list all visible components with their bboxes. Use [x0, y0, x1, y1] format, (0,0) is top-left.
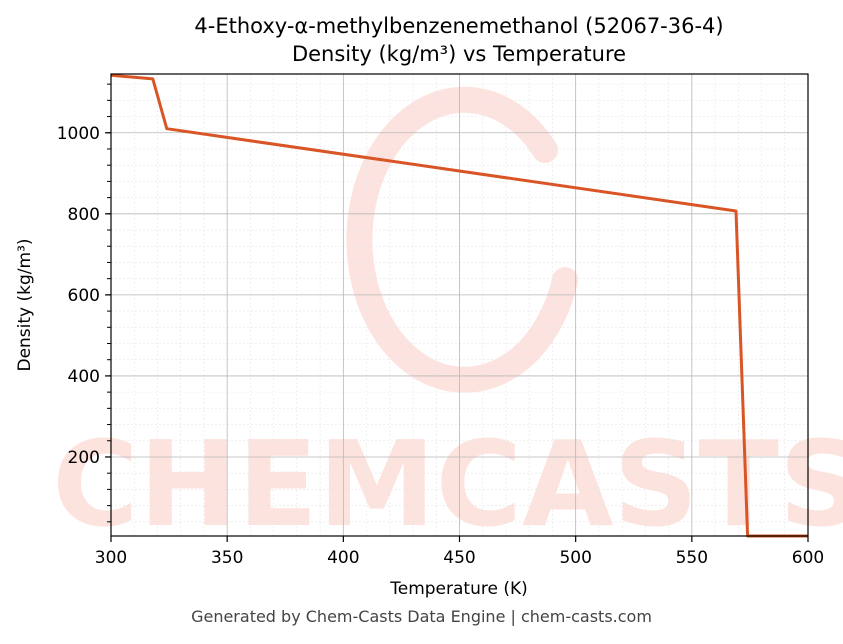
x-tick-label: 400: [327, 548, 359, 568]
x-tick-label: 450: [443, 548, 475, 568]
x-axis: 300 350 400 450 500 550 600: [95, 536, 824, 568]
x-tick-label: 300: [95, 548, 127, 568]
chart-subtitle: Density (kg/m³) vs Temperature: [292, 42, 626, 66]
y-axis-label: Density (kg/m³): [15, 238, 35, 371]
y-tick-label: 800: [68, 205, 100, 225]
x-tick-label: 500: [559, 548, 591, 568]
y-tick-label: 400: [68, 367, 100, 387]
footer-credit: Generated by Chem-Casts Data Engine | ch…: [191, 607, 652, 626]
chart-title: 4-Ethoxy-α-methylbenzenemethanol (52067-…: [194, 14, 723, 38]
x-tick-label: 550: [676, 548, 708, 568]
watermark-logo: CHEMCASTS: [52, 86, 843, 553]
y-axis: 200 400 600 800 1000: [57, 83, 111, 523]
y-tick-label: 1000: [57, 124, 100, 144]
watermark-text: CHEMCASTS: [52, 415, 843, 553]
x-tick-label: 350: [211, 548, 243, 568]
y-tick-label: 200: [68, 448, 100, 468]
y-tick-label: 600: [68, 286, 100, 306]
x-tick-label: 600: [792, 548, 824, 568]
x-axis-label: Temperature (K): [389, 579, 528, 599]
